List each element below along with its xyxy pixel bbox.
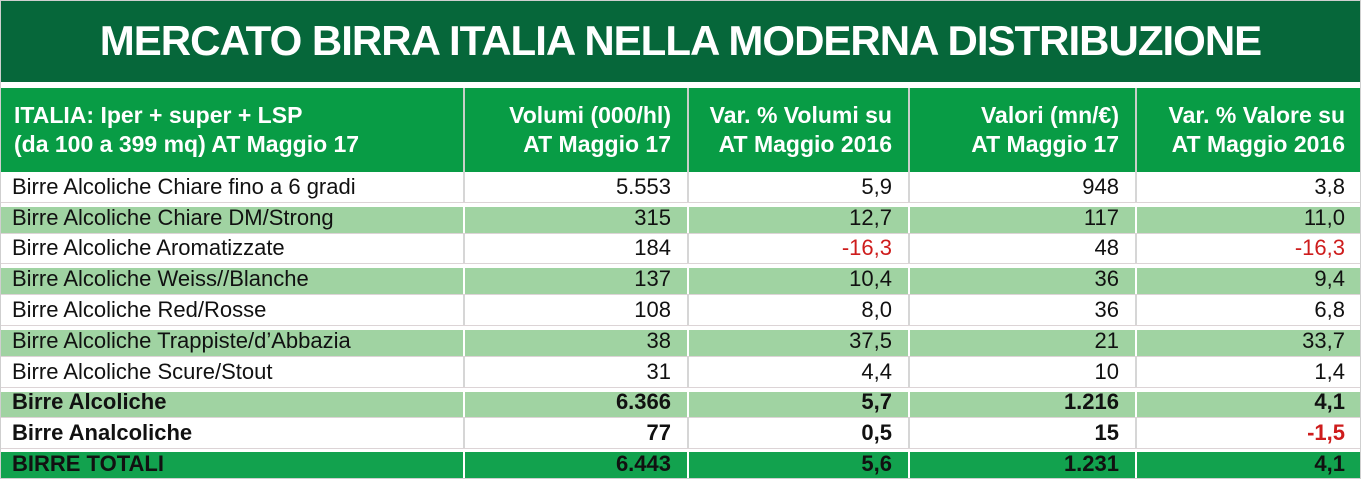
header-market-line1: ITALIA: Iper + super + LSP (14, 102, 303, 128)
header-volumes-var-line2: AT Maggio 2016 (718, 131, 892, 157)
table-row-subtotal-alcoliche: Birre Alcoliche 6.366 5,7 1.216 4,1 (0, 386, 1361, 418)
valori-cell: 36 (910, 264, 1137, 295)
valori-cell: 15 (910, 418, 1137, 449)
var-valore-cell: 9,4 (1314, 266, 1345, 292)
valori-cell: 10 (910, 356, 1137, 387)
row-label: Birre Analcoliche (0, 418, 465, 449)
var-valore-cell: 33,7 (1302, 327, 1345, 353)
title-header-divider (0, 82, 1361, 88)
valori-cell: 117 (910, 202, 1137, 233)
var-volumi-cell: -16,3 (689, 233, 910, 264)
table-row: Birre Alcoliche Trappiste/d’Abbazia 38 3… (0, 324, 1361, 356)
header-values-var-line1: Var. % Valore su (1168, 102, 1345, 128)
var-volumi-cell: 5,6 (689, 449, 910, 479)
header-values-var: Var. % Valore su AT Maggio 2016 (1137, 88, 1361, 172)
var-valore-cell: -16,3 (1294, 235, 1345, 261)
row-label: Birre Alcoliche Chiare DM/Strong (0, 202, 465, 233)
var-valore-cell: 4,1 (1314, 451, 1345, 477)
header-market-line2: (da 100 a 399 mq) AT Maggio 17 (14, 131, 360, 157)
volumi-cell: 77 (465, 418, 689, 449)
var-volumi-cell: 37,5 (689, 325, 910, 356)
row-label: Birre Alcoliche Weiss//Blanche (0, 264, 465, 295)
var-valore-cell: 11,0 (1303, 204, 1345, 230)
valori-cell: 1.231 (910, 449, 1137, 479)
header-volumes: Volumi (000/hl) AT Maggio 17 (465, 88, 689, 172)
header-volumes-var-line1: Var. % Volumi su (709, 102, 892, 128)
var-volumi-cell: 10,4 (689, 264, 910, 295)
table-row: Birre Alcoliche Chiare fino a 6 gradi 5.… (0, 172, 1361, 202)
table-body: Birre Alcoliche Chiare fino a 6 gradi 5.… (0, 172, 1361, 479)
row-label: BIRRE TOTALI (0, 449, 465, 479)
header-values-line2: AT Maggio 17 (971, 131, 1119, 157)
valori-cell: 948 (910, 172, 1137, 202)
var-volumi-cell: 5,9 (689, 172, 910, 202)
volumi-cell: 108 (465, 295, 689, 325)
row-label: Birre Alcoliche Chiare fino a 6 gradi (0, 172, 465, 202)
var-valore-cell: -1,5 (1307, 420, 1345, 446)
valori-cell: 1.216 (910, 387, 1137, 418)
header-volumes-line2: AT Maggio 17 (523, 131, 671, 157)
valori-cell: 21 (910, 325, 1137, 356)
valori-cell: 36 (910, 295, 1137, 325)
row-label: Birre Alcoliche Aromatizzate (0, 233, 465, 264)
table-row: Birre Alcoliche Chiare DM/Strong 315 12,… (0, 201, 1361, 233)
table-row: Birre Alcoliche Aromatizzate 184 -16,3 4… (0, 232, 1361, 264)
volumi-cell: 6.443 (465, 449, 689, 479)
var-volumi-cell: 0,5 (689, 418, 910, 449)
volumi-cell: 184 (465, 233, 689, 264)
header-values-var-line2: AT Maggio 2016 (1171, 131, 1345, 157)
var-valore-cell: 4,1 (1314, 389, 1345, 415)
header-values: Valori (mn/€) AT Maggio 17 (910, 88, 1137, 172)
header-market: ITALIA: Iper + super + LSP (da 100 a 399… (0, 88, 465, 172)
var-volumi-cell: 8,0 (689, 295, 910, 325)
table-row-total: BIRRE TOTALI 6.443 5,6 1.231 4,1 (0, 448, 1361, 479)
table-header-row: ITALIA: Iper + super + LSP (da 100 a 399… (0, 88, 1361, 172)
header-volumes-var: Var. % Volumi su AT Maggio 2016 (689, 88, 910, 172)
var-valore-cell: 1,4 (1314, 358, 1345, 384)
volumi-cell: 137 (465, 264, 689, 295)
table-row: Birre Alcoliche Scure/Stout 31 4,4 10 1,… (0, 355, 1361, 387)
table-row: Birre Alcoliche Weiss//Blanche 137 10,4 … (0, 263, 1361, 295)
row-label: Birre Alcoliche (0, 387, 465, 418)
row-label: Birre Alcoliche Red/Rosse (0, 295, 465, 325)
header-volumes-line1: Volumi (000/hl) (509, 102, 671, 128)
page-title: MERCATO BIRRA ITALIA NELLA MODERNA DISTR… (99, 17, 1262, 64)
var-volumi-cell: 4,4 (689, 356, 910, 387)
valori-cell: 48 (910, 233, 1137, 264)
var-volumi-cell: 12,7 (689, 202, 910, 233)
volumi-cell: 38 (465, 325, 689, 356)
header-values-line1: Valori (mn/€) (980, 102, 1119, 128)
var-valore-cell: 6,8 (1314, 297, 1345, 323)
volumi-cell: 6.366 (465, 387, 689, 418)
title-bar: MERCATO BIRRA ITALIA NELLA MODERNA DISTR… (0, 0, 1361, 82)
row-label: Birre Alcoliche Scure/Stout (0, 356, 465, 387)
volumi-cell: 31 (465, 356, 689, 387)
table-row-subtotal-analcoliche: Birre Analcoliche 77 0,5 15 -1,5 (0, 417, 1361, 449)
volumi-cell: 315 (465, 202, 689, 233)
table-row: Birre Alcoliche Red/Rosse 108 8,0 36 6,8 (0, 294, 1361, 325)
row-label: Birre Alcoliche Trappiste/d’Abbazia (0, 325, 465, 356)
volumi-cell: 5.553 (465, 172, 689, 202)
var-volumi-cell: 5,7 (689, 387, 910, 418)
var-valore-cell: 3,8 (1314, 173, 1345, 199)
